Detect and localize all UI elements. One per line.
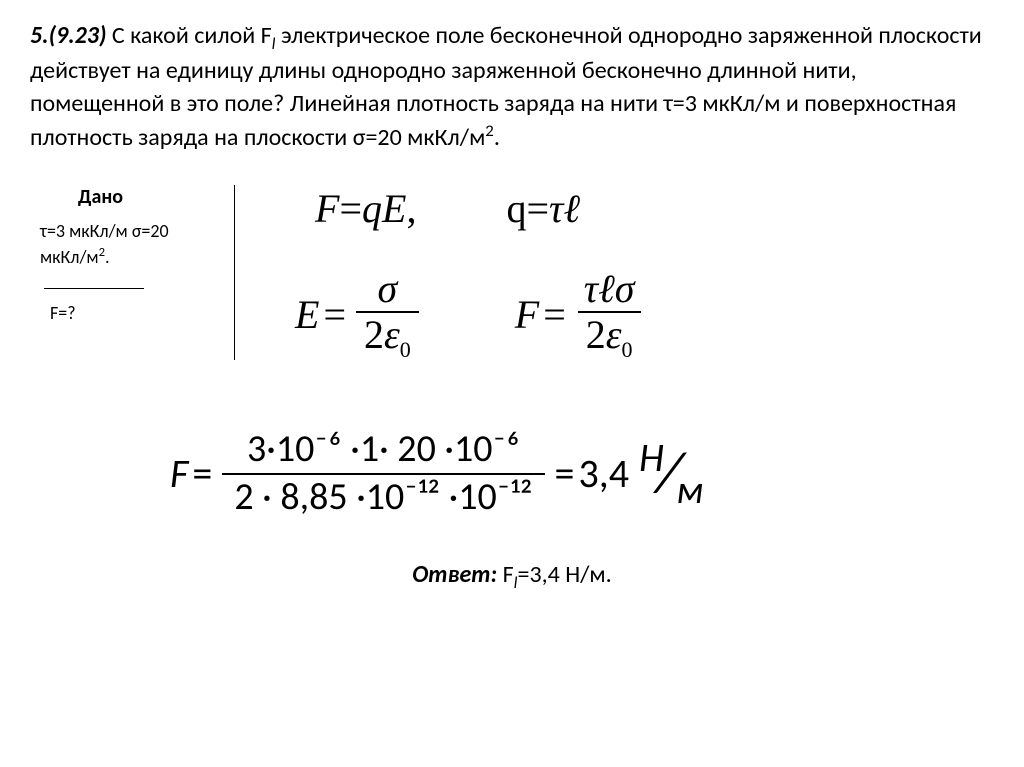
problem-number: 5.(9.23) <box>30 21 106 50</box>
calc-eq2: = <box>555 449 575 498</box>
calc-num: 3·10⁻⁶ ·1· 20 ·10⁻⁶ <box>235 427 532 473</box>
den-2: 2 <box>364 312 384 357</box>
given-line2: мкКл/м <box>40 246 99 268</box>
given-title: Дано <box>78 185 220 209</box>
sym-F: F <box>315 185 339 232</box>
sym-q2: q <box>506 185 526 232</box>
frac-sigma-2e0: σ 2ε0 <box>356 267 419 362</box>
problem-period: . <box>494 123 500 152</box>
formulas-column: F = q E , q = τ ℓ E = σ 2ε0 <box>235 185 994 397</box>
frac-den-2e0b: 2ε0 <box>578 311 641 362</box>
answer-line: Ответ: Fl=3,4 Н/м. <box>30 560 994 593</box>
den-sub0: 0 <box>400 337 411 362</box>
answer-text-post: =3,4 Н/м. <box>518 560 612 589</box>
given-line1a: τ=3 мкКл/м <box>40 220 132 242</box>
calc-den: 2 · 8,85 ·10⁻¹² ·10⁻¹² <box>222 473 544 521</box>
frac-num-tls: τℓσ <box>576 267 643 311</box>
den-sub0b: 0 <box>622 337 633 362</box>
calc-val: 3,4 <box>578 449 629 498</box>
given-vertical-divider <box>234 185 235 360</box>
sym-comma: , <box>406 185 416 232</box>
sym-E: E <box>382 185 406 232</box>
sym-ell: ℓ <box>563 185 580 232</box>
answer-label: Ответ: <box>412 560 497 589</box>
calc-frac: 3·10⁻⁶ ·1· 20 ·10⁻⁶ 2 · 8,85 ·10⁻¹² ·10⁻… <box>222 427 544 521</box>
frac-tls-2e0: τℓσ 2ε0 <box>576 267 643 362</box>
problem-sup2: 2 <box>485 120 494 141</box>
sym-eq3: = <box>323 291 346 338</box>
calc-F: F <box>170 449 188 498</box>
sym-F2: F <box>515 291 539 338</box>
den-eps: ε <box>384 312 400 357</box>
sym-eq2: = <box>526 185 549 232</box>
answer-text-pre: F <box>503 560 514 589</box>
sym-E2: E <box>295 291 319 338</box>
given-data: τ=3 мкКл/м σ=20 мкКл/м2. <box>40 219 220 270</box>
problem-text-1: С какой силой F <box>112 21 272 50</box>
solution-body: Дано τ=3 мкКл/м σ=20 мкКл/м2. F=? F = q … <box>30 185 994 397</box>
given-column: Дано τ=3 мкКл/м σ=20 мкКл/м2. F=? <box>30 185 235 327</box>
sym-eq4: = <box>543 291 566 338</box>
equation-row-2: E = σ 2ε0 F = τℓσ 2ε0 <box>275 267 994 362</box>
eq-qtl: q = τ ℓ <box>506 185 580 232</box>
given-line1b: σ=20 <box>132 220 169 242</box>
given-find: F=? <box>50 301 220 326</box>
calculation-row: F = 3·10⁻⁶ ·1· 20 ·10⁻⁶ 2 · 8,85 ·10⁻¹² … <box>80 427 994 521</box>
calc-unit: Н ∕ м <box>635 449 707 498</box>
eq-E: E = σ 2ε0 <box>295 267 425 362</box>
eq-F: F = τℓσ 2ε0 <box>515 267 649 362</box>
sym-q: q <box>362 185 382 232</box>
eq-fqe: F = q E , <box>315 185 416 232</box>
given-period: . <box>105 246 110 268</box>
equation-row-1: F = q E , q = τ ℓ <box>275 185 994 232</box>
sym-tau: τ <box>549 185 563 232</box>
unit-H: Н <box>639 433 664 482</box>
frac-den-2e0: 2ε0 <box>356 311 419 362</box>
frac-num-sigma: σ <box>370 267 406 311</box>
den-2b: 2 <box>586 312 606 357</box>
unit-m: м <box>676 465 703 514</box>
given-horizontal-divider <box>44 288 144 289</box>
den-epsb: ε <box>606 312 622 357</box>
calc-eq: = <box>192 449 212 498</box>
sym-eq: = <box>339 185 362 232</box>
problem-tau: τ=3 мкКл/м <box>664 89 781 118</box>
problem-sigma: σ=20 мкКл/м <box>353 123 486 152</box>
problem-statement: 5.(9.23) С какой силой Fl электрическое … <box>30 20 994 155</box>
